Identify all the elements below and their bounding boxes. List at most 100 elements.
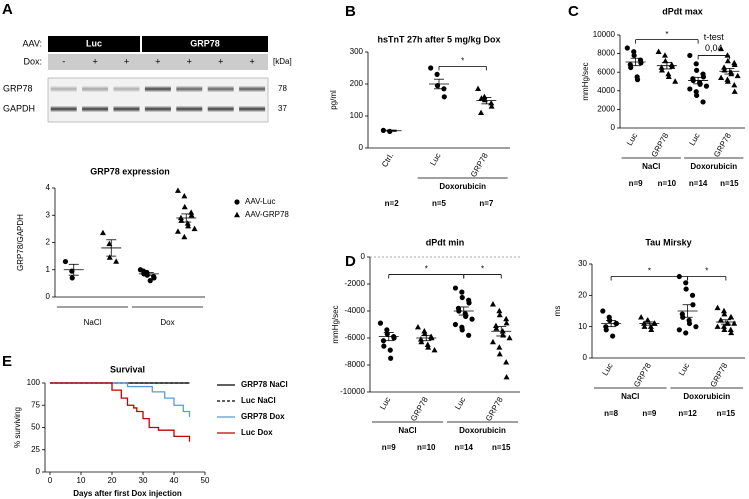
data-point: [731, 61, 738, 67]
y-axis-label: mmHg/sec: [331, 305, 340, 343]
data-point: [387, 347, 393, 353]
data-point: [728, 314, 735, 320]
n-label: n=2: [385, 199, 400, 208]
x-tick-label: Luc: [625, 132, 639, 148]
data-point: [113, 258, 120, 264]
data-point: [414, 324, 421, 330]
data-point: [421, 328, 428, 334]
data-point: [459, 327, 465, 333]
data-point: [624, 45, 630, 51]
data-point: [428, 65, 434, 71]
x-tick-label: GRP78: [409, 395, 430, 423]
survival-curve: [50, 382, 191, 417]
data-point: [600, 308, 606, 314]
y-tick-label: 0: [36, 467, 41, 476]
data-point: [181, 203, 188, 210]
data-point: [683, 280, 689, 286]
y-tick-label: 200: [350, 79, 364, 88]
data-point: [693, 324, 699, 330]
group-label: NaCl: [621, 392, 639, 401]
group-label: Dox: [160, 318, 174, 327]
legend-label: GRP78 Dox: [241, 412, 285, 421]
data-point: [434, 71, 440, 77]
x-tick-label: GRP78: [709, 361, 730, 389]
bracket-sublabel: 0,04: [705, 43, 723, 53]
y-tick-label: 100: [27, 378, 41, 387]
y-tick-label: 0: [611, 123, 616, 132]
data-point: [478, 109, 485, 115]
x-tick-label: 50: [201, 476, 210, 485]
data-point: [488, 103, 495, 109]
blot-band: [207, 106, 234, 112]
chart-title: hsTnT 27h after 5 mg/kg Dox: [377, 34, 500, 44]
data-point: [647, 323, 654, 329]
data-point: [503, 359, 510, 365]
blot-band: [176, 106, 203, 112]
aav-bar: [142, 36, 268, 52]
data-point: [181, 233, 188, 240]
data-point: [391, 335, 397, 341]
y-axis-label: pg/ml: [329, 90, 338, 110]
blot-row-label: GRP78: [3, 83, 33, 93]
data-point: [62, 258, 69, 265]
x-tick-label: GRP78: [484, 395, 505, 423]
aav-group: GRP78: [190, 38, 220, 48]
aav-group: Luc: [86, 38, 102, 48]
chart-title: dPdt min: [426, 237, 465, 247]
x-axis-label: Days after first Dox injection: [73, 489, 182, 498]
panel-label: C: [568, 3, 579, 20]
data-point: [734, 72, 741, 79]
n-label: n=9: [629, 179, 644, 188]
data-point: [700, 99, 706, 105]
n-label: n=9: [642, 409, 657, 418]
n-label: n=15: [717, 409, 736, 418]
dox-sign: +: [92, 56, 97, 66]
data-point: [151, 275, 157, 281]
blot-row-label: GAPDH: [3, 103, 35, 113]
data-point: [665, 70, 672, 77]
data-point: [669, 63, 676, 69]
x-tick-label: 0: [48, 476, 53, 485]
kda-label: [kDa]: [273, 57, 292, 66]
data-point: [638, 60, 644, 66]
data-point: [191, 225, 198, 232]
bracket-label: t-test: [704, 32, 725, 42]
y-tick-label: -8000: [345, 360, 366, 369]
panel-label: A: [2, 1, 13, 18]
data-point: [697, 81, 703, 87]
y-tick-label: -2000: [345, 279, 366, 288]
data-point: [731, 320, 738, 326]
y-tick-label: 3: [46, 210, 51, 219]
y-tick-label: 0: [359, 143, 364, 152]
data-point: [388, 355, 394, 361]
data-point: [603, 327, 609, 333]
bracket-label: *: [648, 267, 651, 276]
blot-band: [144, 106, 171, 112]
blot-band: [239, 106, 266, 112]
x-tick-label: Luc: [428, 152, 442, 168]
data-point: [727, 326, 734, 332]
data-point: [718, 74, 725, 80]
blot-band: [113, 106, 140, 112]
legend-label: AAV-GRP78: [245, 210, 289, 219]
data-point: [694, 92, 700, 99]
data-point: [694, 67, 700, 73]
data-point: [99, 229, 106, 236]
x-tick-label: 40: [170, 476, 179, 485]
y-tick-label: 0: [46, 292, 51, 301]
y-tick-label: 0: [583, 353, 588, 362]
data-point: [631, 52, 637, 59]
y-axis-label: mmHg/sec: [581, 62, 590, 100]
data-point: [703, 83, 710, 89]
bracket-label: *: [481, 265, 484, 274]
blot-band: [176, 86, 203, 92]
data-point: [489, 338, 496, 345]
data-point: [700, 74, 707, 80]
data-point: [638, 314, 645, 320]
data-point: [459, 289, 465, 295]
chart-title: Tau Mirsky: [645, 237, 691, 247]
data-point: [418, 338, 425, 345]
y-tick-label: 4000: [597, 86, 615, 95]
n-label: n=10: [658, 179, 677, 188]
